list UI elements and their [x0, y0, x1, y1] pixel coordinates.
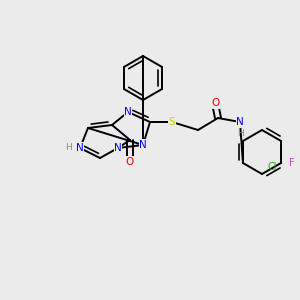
Text: H: H — [237, 130, 243, 139]
Text: H: H — [66, 142, 72, 152]
Text: Cl: Cl — [267, 162, 277, 172]
Text: F: F — [289, 158, 295, 168]
Text: S: S — [169, 117, 175, 127]
Text: N: N — [139, 140, 147, 150]
Text: N: N — [124, 107, 132, 117]
Text: O: O — [126, 157, 134, 167]
Text: N: N — [114, 143, 122, 153]
Text: O: O — [211, 98, 219, 108]
Text: N: N — [236, 117, 244, 127]
Text: N: N — [76, 143, 84, 153]
